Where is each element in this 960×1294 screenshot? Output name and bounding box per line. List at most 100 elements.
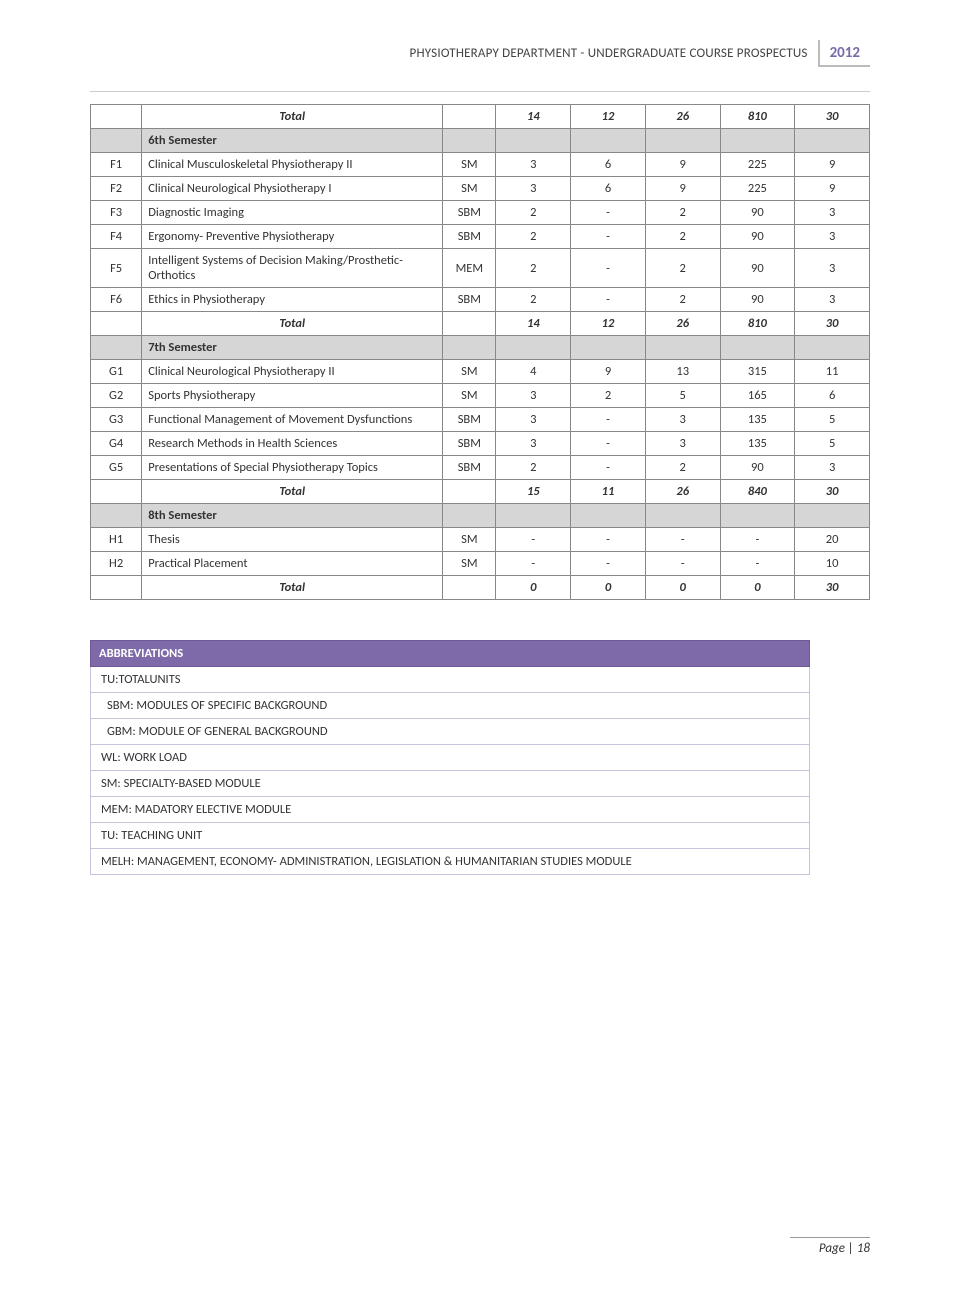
course-title: Functional Management of Movement Dysfun… [142,408,443,432]
course-col4: - [496,528,571,552]
page-footer: Page | 18 [790,1237,870,1256]
total-label: Total [142,105,443,129]
abbrev-item: SBM: MODULES OF SPECIFIC BACKGROUND [90,693,810,719]
course-col8: 5 [795,432,870,456]
course-col4: 2 [496,288,571,312]
course-col8: 5 [795,408,870,432]
total-label: Total [142,312,443,336]
course-col4: 3 [496,153,571,177]
table-row: G2Sports PhysiotherapySM3251656 [91,384,870,408]
course-title: Diagnostic Imaging [142,201,443,225]
course-col5: - [571,225,646,249]
course-col6: 2 [645,249,720,288]
semester-title: 7th Semester [142,336,443,360]
course-col6: 2 [645,225,720,249]
abbrev-item: TU: TEACHING UNIT [90,823,810,849]
course-code: F6 [91,288,142,312]
course-type: SBM [443,408,496,432]
course-code: H1 [91,528,142,552]
course-col4: 2 [496,201,571,225]
table-row: G5Presentations of Special Physiotherapy… [91,456,870,480]
header-year: 2012 [830,44,860,62]
course-col7: 90 [720,225,795,249]
course-code: F3 [91,201,142,225]
course-col5: 6 [571,177,646,201]
course-col6: 2 [645,456,720,480]
table-row: H1ThesisSM----20 [91,528,870,552]
course-col6: - [645,552,720,576]
course-col6: - [645,528,720,552]
table-row: 7th Semester [91,336,870,360]
abbrev-item: TU:TOTALUNITS [90,667,810,693]
course-col7: 135 [720,408,795,432]
abbrev-item: MELH: MANAGEMENT, ECONOMY- ADMINISTRATIO… [90,849,810,875]
course-code: G2 [91,384,142,408]
course-code: F4 [91,225,142,249]
course-type: SM [443,528,496,552]
header-title: PHYSIOTHERAPY DEPARTMENT - UNDERGRADUATE… [410,40,818,67]
course-type: SM [443,384,496,408]
course-col5: - [571,432,646,456]
abbreviations-box: ABBREVIATIONS TU:TOTALUNITSSBM: MODULES … [90,640,810,875]
course-col7: 90 [720,288,795,312]
table-row: F4Ergonomy- Preventive PhysiotherapySBM 2… [91,225,870,249]
course-type: MEM [443,249,496,288]
course-title: Sports Physiotherapy [142,384,443,408]
course-col8: 3 [795,225,870,249]
course-type: SBM [443,225,496,249]
course-col4: 3 [496,408,571,432]
course-code: F2 [91,177,142,201]
course-code: G4 [91,432,142,456]
course-col8: 9 [795,153,870,177]
table-row: G4Research Methods in Health SciencesSBM… [91,432,870,456]
header-divider [90,91,870,92]
course-col6: 2 [645,201,720,225]
course-col5: - [571,552,646,576]
table-row: Total14122681030 [91,312,870,336]
course-code: G3 [91,408,142,432]
course-col8: 20 [795,528,870,552]
course-type: SM [443,360,496,384]
table-row: G1Clinical Neurological Physiotherapy II… [91,360,870,384]
course-table: Total14122681030 6th SemesterF1Clinical M… [90,104,870,600]
course-col8: 3 [795,288,870,312]
course-col8: 9 [795,177,870,201]
course-type: SBM [443,288,496,312]
course-col4: 3 [496,177,571,201]
course-col6: 13 [645,360,720,384]
course-title: Ethics in Physiotherapy [142,288,443,312]
course-type: SBM [443,201,496,225]
table-row: 8th Semester [91,504,870,528]
course-col5: 2 [571,384,646,408]
course-col4: 2 [496,456,571,480]
total-label: Total [142,480,443,504]
total-label: Total [142,576,443,600]
table-row: Total15112684030 [91,480,870,504]
table-row: H2Practical PlacementSM----10 [91,552,870,576]
semester-title: 8th Semester [142,504,443,528]
table-row: F1Clinical Musculoskeletal Physiotherapy… [91,153,870,177]
page-header: PHYSIOTHERAPY DEPARTMENT - UNDERGRADUATE… [90,40,870,67]
course-col7: 135 [720,432,795,456]
course-col7: 225 [720,153,795,177]
course-col7: 315 [720,360,795,384]
course-col5: - [571,249,646,288]
course-col5: 9 [571,360,646,384]
course-col4: 3 [496,432,571,456]
table-row: F6Ethics in PhysiotherapySBM2-2903 [91,288,870,312]
semester-title: 6th Semester [142,129,443,153]
course-col4: 3 [496,384,571,408]
abbrev-item: SM: SPECIALTY-BASED MODULE [90,771,810,797]
course-col8: 3 [795,249,870,288]
course-title: Thesis [142,528,443,552]
header-year-box: 2012 [818,40,870,67]
table-row: F5Intelligent Systems of Decision Making… [91,249,870,288]
course-title: Research Methods in Health Sciences [142,432,443,456]
course-title: Ergonomy- Preventive Physiotherapy [142,225,443,249]
course-title: Intelligent Systems of Decision Making/P… [142,249,443,288]
course-col6: 9 [645,177,720,201]
course-col4: 2 [496,249,571,288]
course-col5: - [571,528,646,552]
course-col7: 165 [720,384,795,408]
course-title: Clinical Musculoskeletal Physiotherapy I… [142,153,443,177]
